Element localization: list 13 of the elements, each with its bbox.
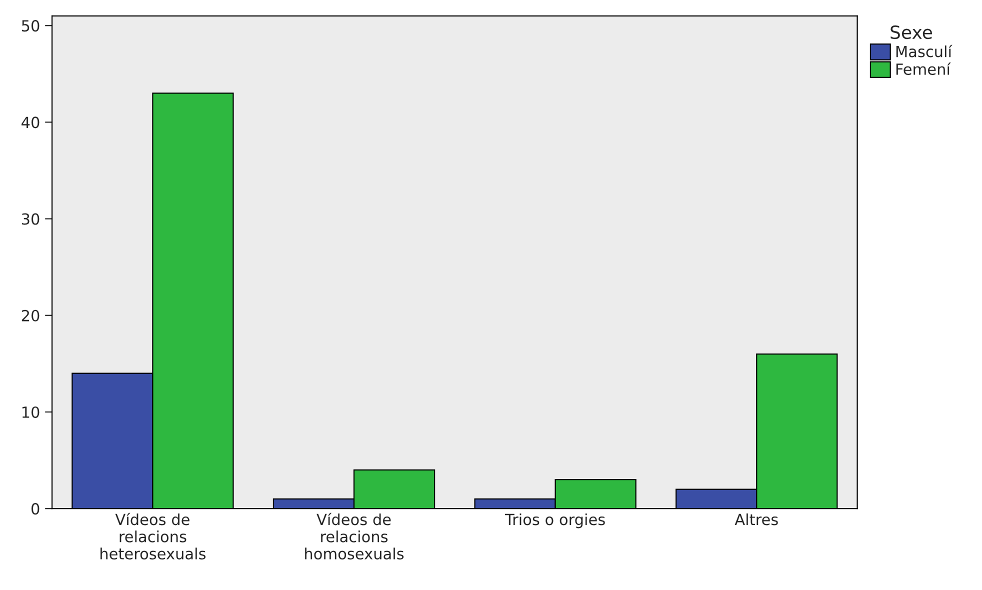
legend-title: Sexe [890,25,932,40]
x-tick-label: Altres [734,513,778,526]
x-tick-label: Vídeos de relacions homosexuals [305,512,404,560]
legend-label: Femení [896,62,951,75]
y-tick-label: 20 [22,310,40,322]
y-tick-label: 50 [22,20,40,32]
y-tick-label: 30 [22,213,40,225]
y-tick-label: 40 [22,116,40,128]
y-tick-label: 10 [22,406,40,418]
x-tick-label: Trios o orgies [504,513,605,528]
legend-label: Masculí [896,44,952,58]
x-tick-label: Vídeos de relacions heterosexuals [100,512,206,560]
y-tick-label: 0 [32,503,40,515]
